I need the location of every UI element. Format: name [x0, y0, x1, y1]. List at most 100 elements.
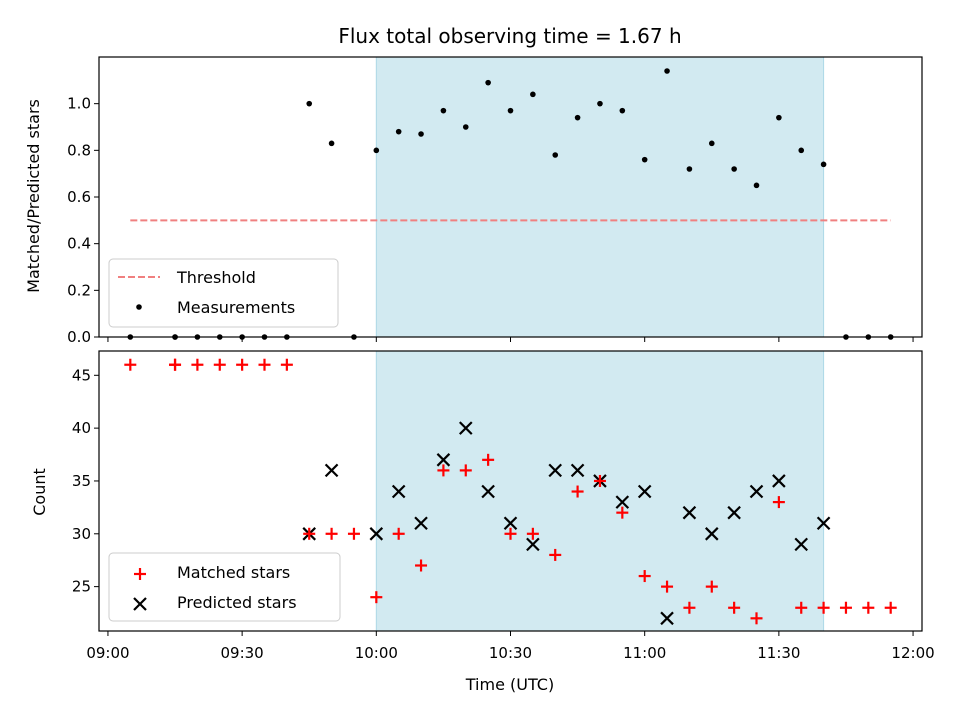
matched-star-point	[191, 358, 204, 371]
matched-star-point	[169, 358, 182, 371]
bottom-ytick-label: 45	[72, 366, 91, 384]
measurement-point	[552, 152, 559, 158]
top-ytick-label: 0.0	[67, 328, 91, 346]
predicted-star-point	[458, 421, 473, 435]
bottom-ytick-label: 25	[72, 578, 91, 596]
top-ytick-label: 0.4	[67, 235, 91, 253]
measurement-point	[820, 161, 827, 168]
matched-star-point	[638, 570, 651, 583]
measurement-point	[641, 156, 648, 163]
top-legend-box	[108, 258, 339, 328]
predicted-star-point	[369, 527, 384, 541]
matched-star-point	[862, 601, 875, 614]
top-axes-frame	[98, 56, 923, 338]
measurement-point	[664, 68, 670, 74]
measurement-point	[328, 140, 335, 147]
bottom-plot-area: 25 30 35 40 45 09:00 09:30 10:00 10:30 11:00 11:30…	[72, 350, 935, 662]
predicted-star-point	[414, 516, 428, 531]
predicted-star-point	[503, 516, 518, 531]
matched-star-point	[616, 506, 629, 519]
top-ytick-label: 1.0	[67, 95, 91, 113]
predicted-star-point	[481, 484, 495, 499]
matched-star-point	[593, 474, 606, 487]
matched-star-point	[280, 358, 293, 371]
predicted-star-point	[391, 484, 406, 499]
x-tick-label: 09:00	[86, 644, 129, 662]
predicted-star-point	[772, 474, 786, 488]
measurement-point	[776, 114, 782, 121]
top-legend-label-measurements: Measurements	[177, 298, 295, 317]
matched-legend-swatch	[134, 568, 146, 580]
measurement-point	[731, 166, 737, 172]
matched-star-point	[392, 527, 405, 540]
measurement-point	[440, 107, 447, 114]
predicted-star-point	[615, 495, 630, 509]
measurement-point	[597, 100, 603, 107]
predicted-star-point	[727, 505, 741, 520]
measurement-point	[306, 100, 313, 107]
matched-star-point	[571, 485, 584, 498]
predicted-star-point	[548, 463, 563, 478]
predicted-star-point	[436, 453, 451, 467]
measurement-point	[708, 140, 715, 147]
bottom-ytick-label: 40	[72, 419, 91, 437]
matched-star-point	[370, 591, 383, 604]
bottom-ytick-label: 30	[72, 525, 91, 543]
matched-star-point	[549, 548, 562, 561]
bottom-axes-frame	[98, 350, 923, 632]
measurement-point	[574, 114, 581, 121]
measurement-point	[507, 107, 514, 114]
bottom-legend: Matched stars Predicted stars	[108, 552, 341, 622]
matched-star-point	[683, 601, 696, 614]
matched-star-point	[795, 601, 808, 614]
predicted-star-point	[794, 537, 809, 552]
matched-star-point	[772, 496, 785, 509]
matched-star-point	[728, 601, 741, 614]
top-legend-label-threshold: Threshold	[176, 268, 256, 287]
x-tick-label: 10:00	[355, 644, 398, 662]
matched-star-point	[325, 527, 338, 540]
matched-star-point	[347, 527, 360, 540]
x-tick-label: 11:30	[757, 644, 800, 662]
top-panel: 0.0 0.2 0.4 0.6 0.8 1.0 Matched/Predicted sta…	[24, 56, 923, 346]
top-ytick-label: 0.2	[67, 281, 91, 299]
matched-star-point	[303, 527, 316, 540]
bottom-xlabel: Time (UTC)	[465, 675, 554, 694]
measurement-point	[462, 124, 469, 130]
bottom-ylabel: Count	[30, 468, 49, 516]
matched-star-point	[258, 358, 271, 371]
matched-star-point	[705, 580, 718, 593]
matched-star-point	[817, 601, 830, 614]
matched-star-point	[526, 527, 539, 540]
top-ylabel: Matched/Predicted stars	[24, 99, 43, 293]
measurements-legend-swatch	[136, 304, 142, 310]
x-tick-label: 12:00	[891, 644, 934, 662]
measurement-point	[418, 131, 424, 137]
measurement-point	[798, 147, 805, 154]
top-legend: Threshold Measurements	[108, 258, 339, 328]
matched-star-point	[661, 580, 674, 593]
matched-star-point	[504, 527, 517, 540]
bottom-legend-label-matched: Matched stars	[177, 563, 290, 582]
x-tick-label: 11:00	[623, 644, 666, 662]
predicted-star-point	[570, 463, 585, 478]
bottom-panel: 25 30 35 40 45 09:00 09:30 10:00 10:30 11:00 11:30…	[30, 350, 935, 694]
top-plot-area: 0.0 0.2 0.4 0.6 0.8 1.0	[67, 56, 923, 346]
predicted-star-point	[704, 527, 719, 541]
predicted-legend-swatch	[133, 597, 147, 611]
bottom-legend-label-predicted: Predicted stars	[177, 593, 297, 612]
measurement-point	[619, 107, 626, 114]
top-ytick-label: 0.6	[67, 188, 91, 206]
matched-star-point	[213, 358, 226, 371]
predicted-star-point	[660, 611, 674, 626]
measurement-point	[686, 166, 693, 172]
matched-star-point	[236, 358, 249, 371]
matched-star-point	[750, 612, 763, 625]
measurement-point	[530, 91, 536, 98]
bottom-ytick-label: 35	[72, 472, 91, 490]
predicted-star-point	[816, 516, 831, 531]
top-ytick-label: 0.8	[67, 141, 91, 159]
predicted-star-point	[637, 484, 652, 499]
matched-star-point	[839, 601, 852, 614]
